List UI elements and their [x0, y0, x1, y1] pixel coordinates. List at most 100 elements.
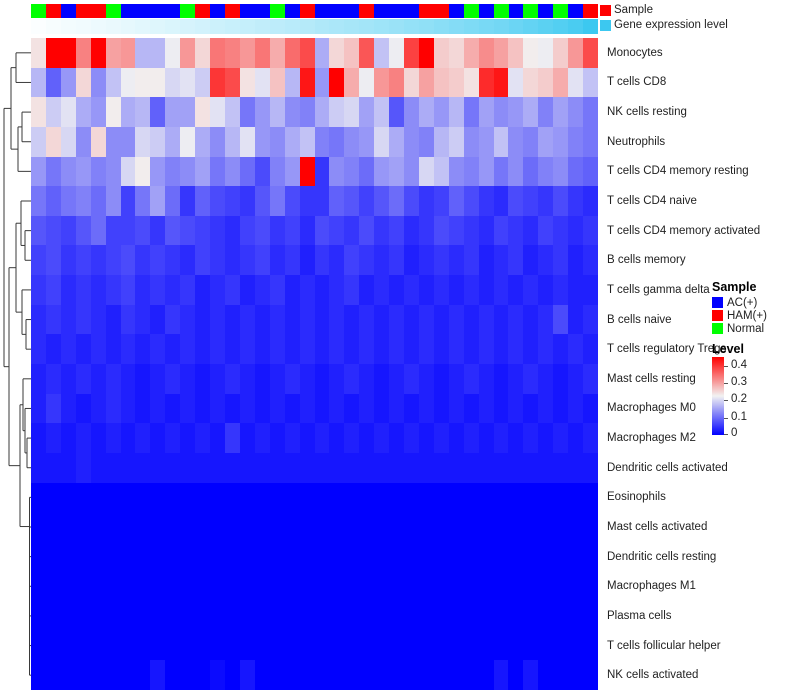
- row-label: Dendritic cells resting: [607, 550, 717, 563]
- heatmap-cell: [344, 215, 360, 246]
- row-label: Neutrophils: [607, 135, 666, 148]
- heatmap-cell: [314, 571, 330, 602]
- heatmap-cell: [60, 541, 76, 572]
- heatmap-cell: [90, 334, 106, 364]
- heatmap-cell: [150, 38, 166, 68]
- heatmap-cell: [463, 541, 479, 572]
- heatmap-cell: [60, 512, 76, 542]
- heatmap-cell: [239, 126, 255, 157]
- heatmap-cell: [269, 571, 285, 602]
- sample-annotation-label: Sample: [614, 4, 653, 16]
- heatmap-cell: [553, 393, 569, 424]
- heatmap-cell: [418, 304, 434, 335]
- heatmap-cell: [31, 304, 46, 335]
- heatmap-cell: [195, 452, 211, 483]
- heatmap-cell: [314, 423, 330, 453]
- heatmap-cell: [31, 452, 46, 483]
- heatmap-cell: [404, 393, 419, 424]
- heatmap-cell: [75, 512, 91, 542]
- heatmap-cell: [493, 215, 509, 246]
- heatmap-cell: [329, 334, 345, 364]
- heatmap-cell: [135, 512, 151, 542]
- heatmap-cell: [210, 245, 225, 276]
- heatmap-cell: [195, 482, 211, 513]
- heatmap-cell: [508, 423, 524, 453]
- heatmap-cell: [90, 482, 106, 513]
- heatmap-cell: [344, 512, 360, 542]
- heatmap-cell: [583, 512, 598, 542]
- gene-expression-annotation-key: [600, 20, 611, 31]
- heatmap-cell: [314, 512, 330, 542]
- heatmap-cell: [583, 571, 598, 602]
- heatmap-cell: [508, 67, 524, 98]
- heatmap-cell: [150, 156, 166, 187]
- heatmap-cell: [583, 452, 598, 483]
- heatmap-cell: [299, 571, 315, 602]
- heatmap-cell: [75, 126, 91, 157]
- heatmap-cell: [105, 275, 121, 305]
- row-label: T cells follicular helper: [607, 639, 721, 652]
- heatmap-cell: [165, 393, 181, 424]
- heatmap-cell: [553, 512, 569, 542]
- heatmap-cell: [404, 423, 419, 453]
- heatmap-cell: [60, 67, 76, 98]
- heatmap-cell: [508, 215, 524, 246]
- sample-annotation-cell: [404, 4, 419, 18]
- heatmap-cell: [224, 67, 240, 98]
- heatmap-cell: [404, 67, 419, 98]
- heatmap-cell: [90, 601, 106, 631]
- heatmap-cell: [538, 245, 554, 276]
- heatmap-cell: [284, 512, 300, 542]
- heatmap-cell: [224, 156, 240, 187]
- heatmap-cell: [329, 126, 345, 157]
- heatmap-cell: [150, 482, 166, 513]
- heatmap-cell: [180, 38, 196, 68]
- heatmap-cell: [583, 97, 598, 127]
- heatmap-cell: [150, 363, 166, 394]
- heatmap-cell: [374, 156, 390, 187]
- heatmap-cell: [508, 38, 524, 68]
- heatmap-cell: [150, 275, 166, 305]
- heatmap-cell: [344, 245, 360, 276]
- heatmap-cell: [90, 186, 106, 216]
- heatmap-cell: [538, 304, 554, 335]
- heatmap-cell: [553, 660, 569, 690]
- gene-expression-annotation-cell: [433, 19, 449, 34]
- gene-expression-annotation-cell: [478, 19, 494, 34]
- heatmap-cell: [165, 334, 181, 364]
- heatmap-cell: [31, 67, 46, 98]
- heatmap-cell: [359, 660, 375, 690]
- heatmap-cell: [433, 571, 449, 602]
- heatmap-cell: [165, 126, 181, 157]
- heatmap-cell: [224, 38, 240, 68]
- heatmap-cell: [553, 452, 569, 483]
- heatmap-cell: [60, 571, 76, 602]
- heatmap-cell: [448, 67, 464, 98]
- heatmap-cell: [254, 630, 270, 661]
- heatmap-cell: [329, 363, 345, 394]
- gene-expression-annotation-cell: [299, 19, 315, 34]
- heatmap-cell: [523, 334, 539, 364]
- heatmap-cell: [224, 245, 240, 276]
- sample-annotation-cell: [418, 4, 434, 18]
- sample-annotation-cell: [508, 4, 524, 18]
- heatmap-cell: [433, 482, 449, 513]
- heatmap-cell: [195, 38, 211, 68]
- heatmap-cell: [374, 601, 390, 631]
- heatmap-cell: [329, 245, 345, 276]
- heatmap-cell: [463, 334, 479, 364]
- heatmap-cell: [299, 245, 315, 276]
- heatmap-cell: [269, 601, 285, 631]
- heatmap-cell: [523, 304, 539, 335]
- heatmap-cell: [314, 363, 330, 394]
- heatmap-cell: [75, 156, 91, 187]
- sample-annotation-cell: [299, 4, 315, 18]
- heatmap-cell: [150, 601, 166, 631]
- heatmap-cell: [314, 67, 330, 98]
- heatmap-cell: [105, 67, 121, 98]
- legend-panel: Sample AC(+) HAM(+) Normal Level 0.4 0.3 0.2…: [712, 281, 798, 439]
- heatmap-cell: [389, 363, 405, 394]
- heatmap-cell: [523, 512, 539, 542]
- heatmap-cell: [389, 601, 405, 631]
- heatmap-cell: [448, 571, 464, 602]
